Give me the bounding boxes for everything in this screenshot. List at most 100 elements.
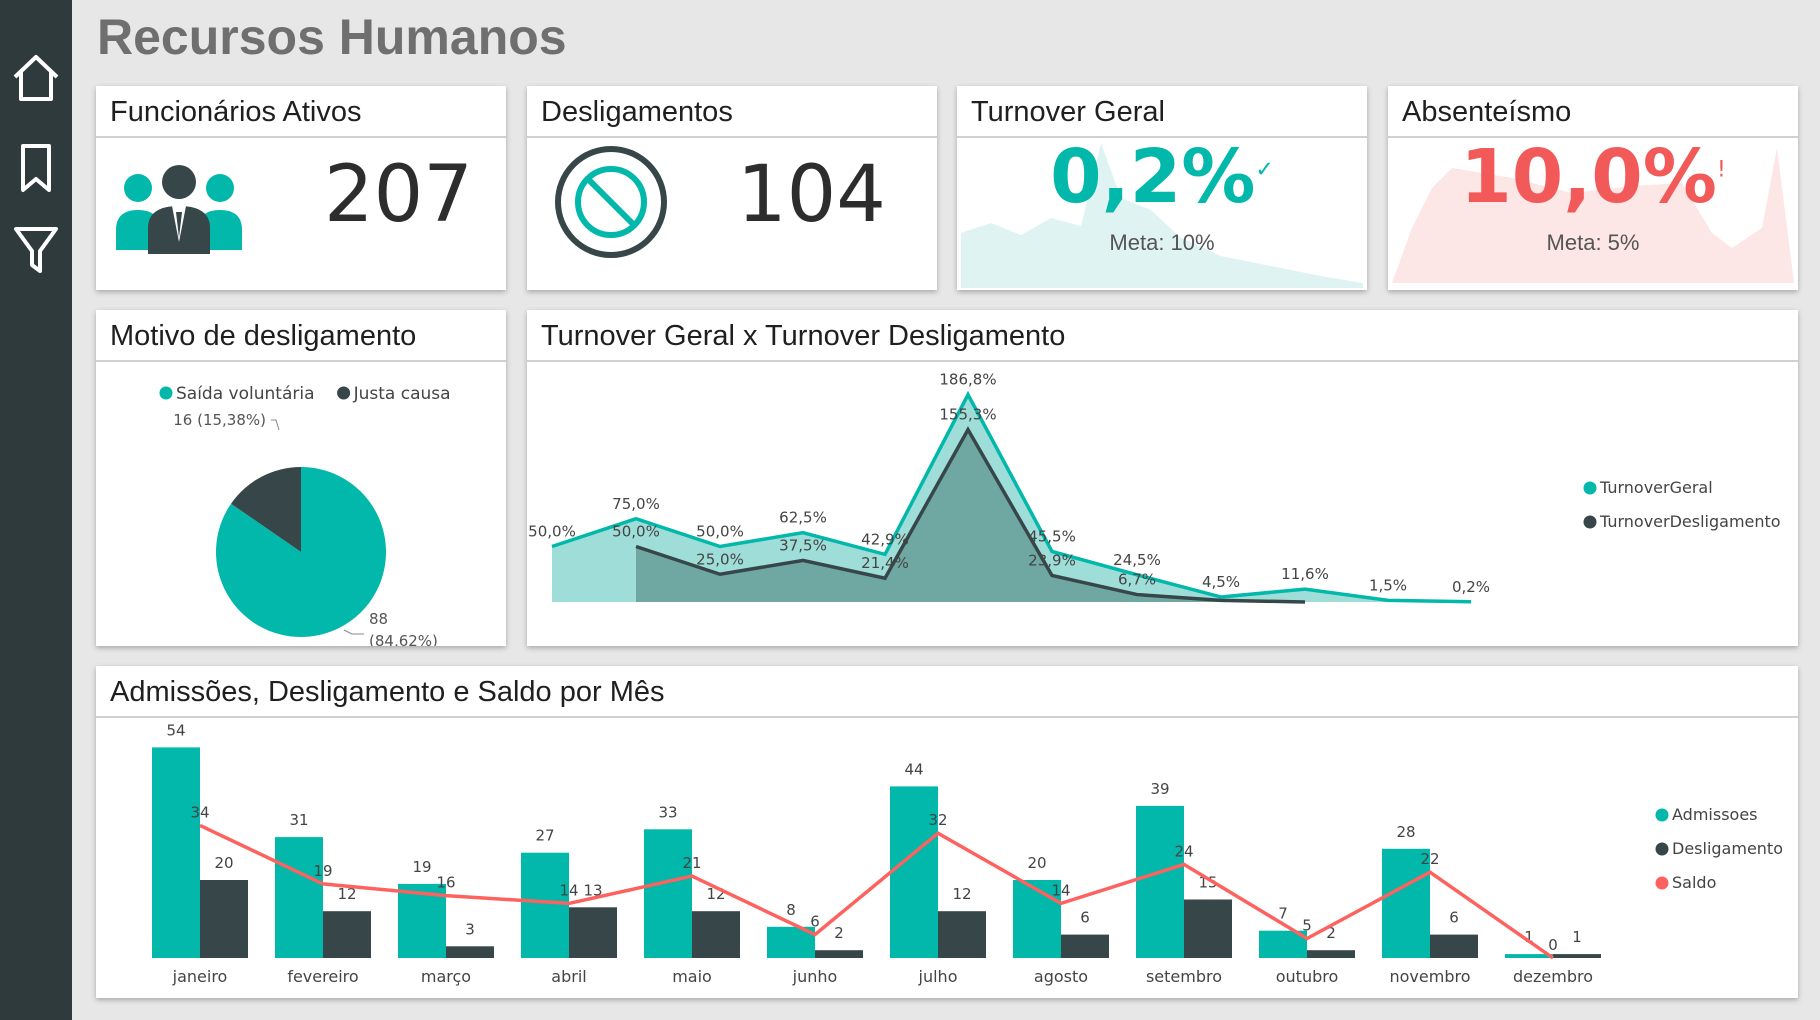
bookmark-icon[interactable] (8, 140, 64, 196)
legend-dot (159, 386, 173, 400)
bar-admissoes[interactable] (275, 837, 323, 958)
card-funcionarios-ativos[interactable]: Funcionários Ativos 207 (96, 86, 506, 290)
bar-admissoes[interactable] (521, 852, 569, 958)
bar-desligamento[interactable] (323, 911, 371, 958)
kpi-value: 10,0%! (1388, 134, 1798, 220)
bar-admissoes[interactable] (152, 747, 200, 958)
pie-slice-saida-voluntaria[interactable] (216, 467, 386, 637)
data-label-desligamento: 12 (952, 885, 971, 903)
bar-desligamento[interactable] (1184, 899, 1232, 959)
data-label-desligamento: 6 (1449, 909, 1459, 927)
data-label-desligamento: 6 (1080, 909, 1090, 927)
card-title: Turnover Geral x Turnover Desligamento (541, 320, 1066, 352)
leader-line (271, 419, 280, 431)
divider (527, 136, 937, 138)
sparkline-area (1392, 148, 1794, 283)
x-tick-label: janeiro (172, 967, 228, 986)
legend-label[interactable]: Saída voluntária (176, 384, 315, 404)
legend-label[interactable]: Desligamento (1672, 839, 1783, 858)
bar-admissoes[interactable] (1136, 805, 1184, 958)
data-label-saldo: 24 (1174, 842, 1193, 860)
legend-dot (1583, 481, 1597, 495)
sidebar (0, 0, 72, 1020)
divider (957, 136, 1367, 138)
page-title: Recursos Humanos (97, 9, 567, 65)
divider (96, 716, 1798, 718)
kpi-value: 0,2%✓ (957, 134, 1367, 220)
data-label-desligamento: 37,5% (779, 536, 827, 554)
bar-desligamento[interactable] (815, 950, 863, 958)
card-monthly-chart[interactable]: Admissões, Desligamento e Saldo por Mês … (96, 666, 1798, 998)
line-saldo[interactable] (199, 823, 1555, 960)
bar-admissoes[interactable] (1505, 954, 1553, 958)
bar-desligamento[interactable] (938, 911, 986, 958)
bar-desligamento[interactable] (446, 946, 494, 958)
line-turnover-geral[interactable] (551, 390, 1472, 604)
legend-dot (1655, 808, 1669, 822)
bar-admissoes[interactable] (890, 786, 938, 958)
data-label-desligamento: 6,7% (1118, 571, 1156, 589)
x-tick-label: abril (551, 967, 586, 986)
x-tick-label: setembro (1146, 967, 1222, 986)
legend-label[interactable]: Justa causa (353, 384, 451, 404)
bar-desligamento[interactable] (1061, 934, 1109, 958)
bar-admissoes[interactable] (1382, 848, 1430, 958)
data-label-geral: 11,6% (1281, 565, 1329, 583)
bar-desligamento[interactable] (200, 880, 248, 958)
card-desligamentos[interactable]: Desligamentos 104 (527, 86, 937, 290)
bar-desligamento[interactable] (1430, 934, 1478, 958)
data-label-admissoes: 19 (412, 858, 431, 876)
data-label-saldo: 14 (559, 881, 578, 899)
data-label-desligamento: 3 (465, 920, 475, 938)
legend-dot (1655, 842, 1669, 856)
data-label-geral: 4,5% (1202, 573, 1240, 591)
data-label-admissoes: 39 (1150, 780, 1169, 798)
data-label-desligamento: 23,9% (1028, 551, 1076, 569)
data-label-geral: 186,8% (939, 371, 996, 389)
card-title: Motivo de desligamento (110, 320, 417, 352)
data-label-saldo: 5 (1302, 917, 1312, 935)
bar-desligamento[interactable] (692, 911, 740, 958)
card-turnover-chart[interactable]: Turnover Geral x Turnover Desligamento 5… (527, 310, 1798, 646)
pie-label-saida-voluntaria-pct: (84,62%) (369, 632, 438, 646)
legend-label[interactable]: TurnoverGeral (1599, 478, 1713, 497)
card-turnover-geral[interactable]: Turnover Geral 0,2%✓ Meta: 10% (957, 86, 1367, 290)
data-label-saldo: 34 (190, 803, 209, 821)
divider (527, 360, 1798, 362)
data-label-saldo: 0 (1548, 936, 1558, 954)
x-tick-label: agosto (1034, 967, 1088, 986)
bar-admissoes[interactable] (644, 829, 692, 958)
pie-chart: Saída voluntária Justa causa 16 (15,38%) 88… (159, 384, 451, 646)
x-tick-label: maio (672, 967, 712, 986)
pie-slice-justa-causa[interactable] (231, 467, 301, 552)
x-tick-label: novembro (1390, 967, 1471, 986)
area-turnover-desligamento (636, 429, 1305, 602)
legend-label[interactable]: Saldo (1672, 873, 1716, 892)
home-icon[interactable] (8, 50, 64, 106)
absenteismo-value: 10,0% (1460, 134, 1717, 220)
legend-label[interactable]: TurnoverDesligamento (1599, 512, 1781, 531)
divider (96, 136, 506, 138)
bar-desligamento[interactable] (1553, 954, 1601, 958)
bar-admissoes[interactable] (1013, 880, 1061, 958)
card-title: Funcionários Ativos (110, 96, 362, 128)
card-title: Desligamentos (541, 96, 733, 128)
line-turnover-desligamento[interactable] (635, 426, 1306, 604)
meta-label: Meta: 10% (1109, 230, 1215, 255)
divider (1388, 136, 1798, 138)
monthly-combo-chart: 5420janeiro3112fevereiro193março2713abri… (152, 721, 1783, 986)
data-label-desligamento: 1 (1572, 928, 1582, 946)
bar-desligamento[interactable] (1307, 950, 1355, 958)
data-label-admissoes: 7 (1278, 905, 1288, 923)
card-absenteismo[interactable]: Absenteísmo 10,0%! Meta: 5% (1388, 86, 1798, 290)
filter-icon[interactable] (8, 222, 64, 278)
legend-label[interactable]: Admissoes (1672, 805, 1758, 824)
data-label-geral: 0,2% (1452, 578, 1490, 596)
data-label-geral: 50,0% (696, 523, 744, 541)
legend-dot (1655, 876, 1669, 890)
data-label-saldo: 32 (928, 811, 947, 829)
bar-desligamento[interactable] (569, 907, 617, 958)
card-motivo-desligamento[interactable]: Motivo de desligamento Saída voluntária J… (96, 310, 506, 646)
turnover-area-chart: 50,0% 75,0% 50,0% 62,5% 42,9% 186,8% 45,5% 24,5… (528, 371, 1781, 604)
meta-label: Meta: 5% (1546, 230, 1640, 255)
